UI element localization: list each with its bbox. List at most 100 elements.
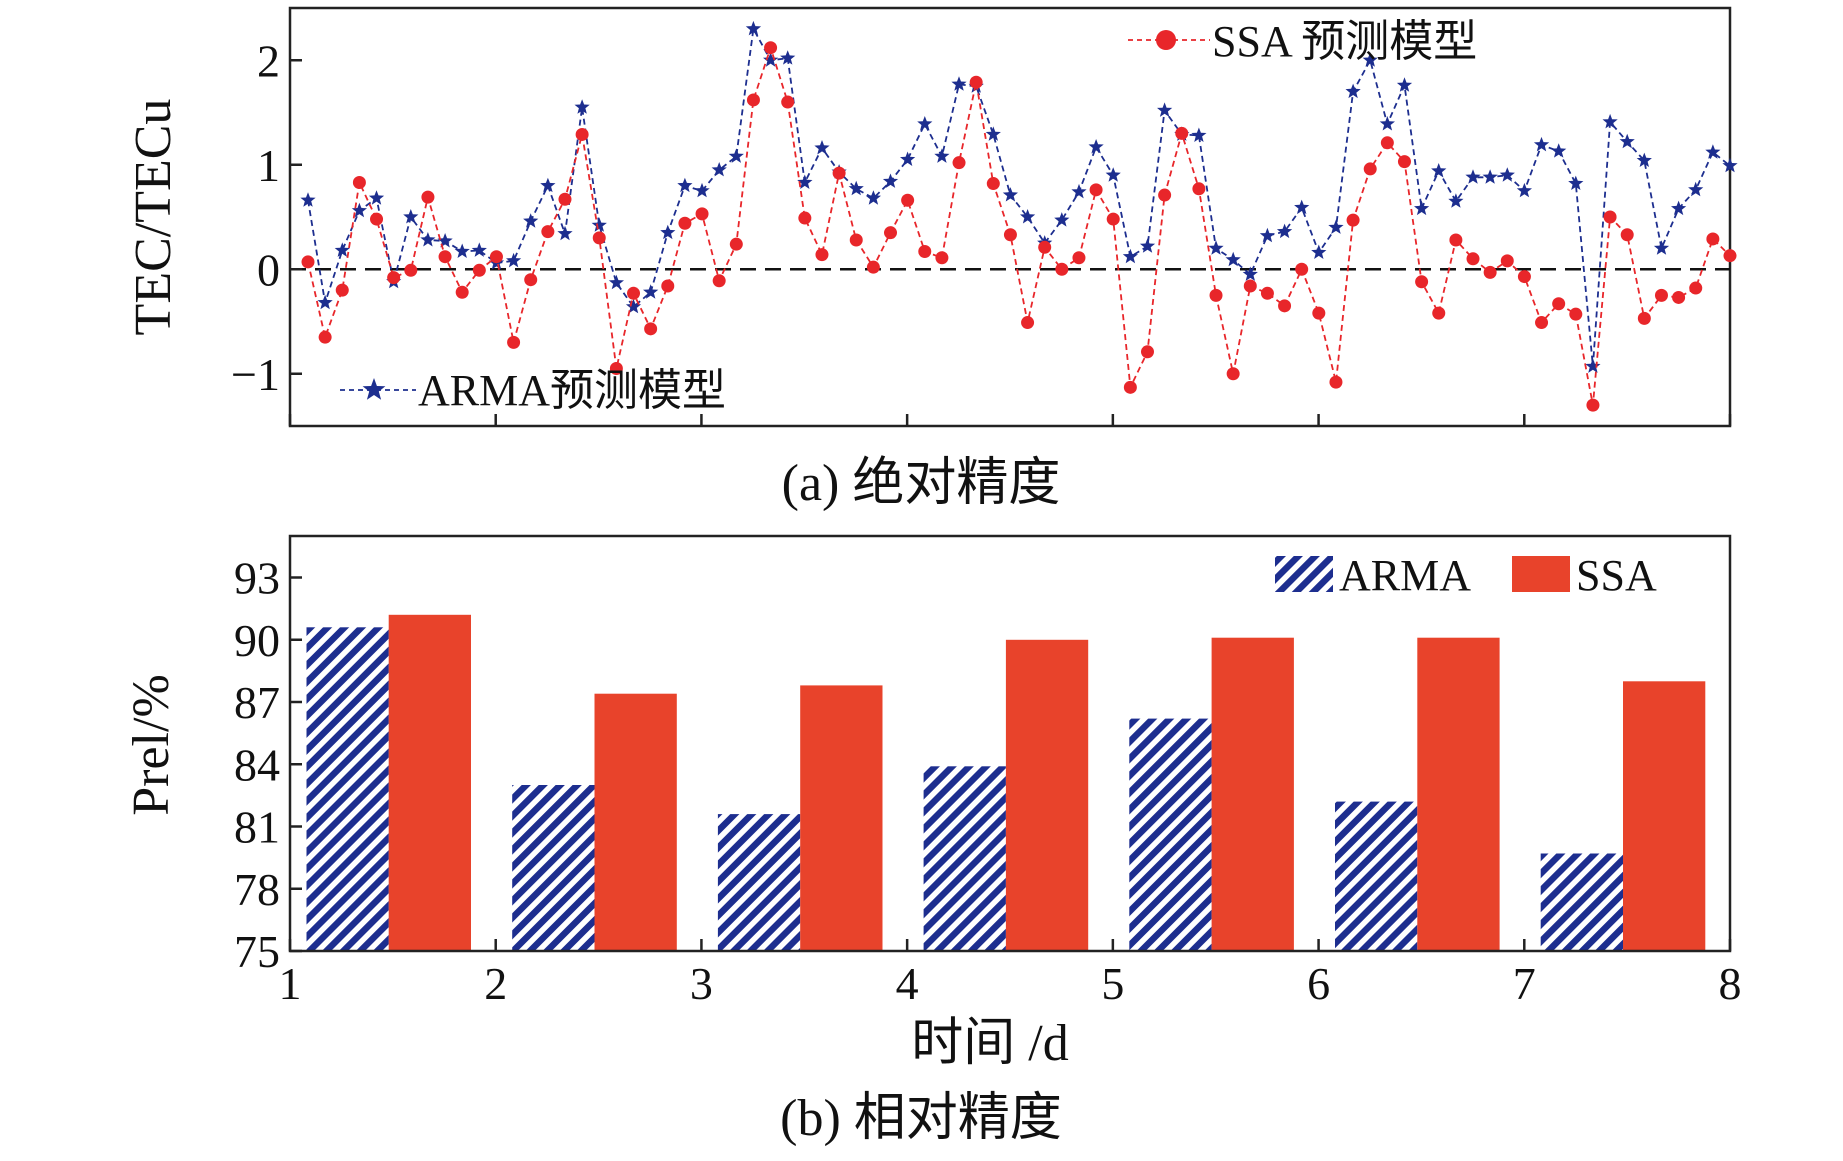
panel-b-x-tick-label: 4 bbox=[896, 958, 919, 1009]
arma-point bbox=[1362, 52, 1378, 67]
arma-point bbox=[420, 232, 436, 247]
arma-point bbox=[1653, 240, 1670, 255]
ssa-point bbox=[969, 75, 983, 89]
arma-point bbox=[1020, 209, 1036, 224]
legend-ssa-line-label: SSA 预测模型 bbox=[1212, 17, 1477, 66]
legend-ssa-marker bbox=[1156, 30, 1176, 50]
arma-point bbox=[951, 76, 967, 91]
ssa-point bbox=[678, 216, 692, 230]
ssa-point bbox=[712, 274, 726, 288]
ssa-point bbox=[541, 225, 555, 239]
arma-point bbox=[1551, 143, 1567, 158]
ssa-point bbox=[764, 41, 778, 55]
arma-point bbox=[1482, 169, 1498, 184]
panel-b-frame bbox=[288, 534, 1732, 953]
ssa-point bbox=[849, 233, 863, 247]
panel-a-y-tick-label: 0 bbox=[257, 244, 280, 295]
panel-a-y-tick-label: −1 bbox=[231, 349, 280, 400]
ssa-point bbox=[1123, 380, 1137, 394]
panel-a-ticks: 2 1 0 −1 bbox=[231, 35, 1732, 426]
ssa-point bbox=[1397, 155, 1411, 169]
panel-b-x-tick-label: 6 bbox=[1307, 958, 1330, 1009]
arma-point bbox=[608, 274, 624, 290]
arma-point bbox=[848, 180, 864, 196]
legend-arma-line: ARMA预测模型 bbox=[340, 366, 726, 415]
ssa-point bbox=[1620, 228, 1634, 242]
arma-point bbox=[1465, 169, 1481, 184]
ssa-point bbox=[746, 93, 760, 107]
ssa-point bbox=[1346, 213, 1360, 227]
ssa-point bbox=[832, 166, 846, 180]
arma-point bbox=[1568, 175, 1584, 190]
ssa-point bbox=[901, 193, 915, 207]
arma-point bbox=[1431, 163, 1447, 178]
arma-point bbox=[865, 190, 881, 205]
arma-point bbox=[1516, 182, 1532, 198]
panel-b-y-tick-label: 84 bbox=[234, 739, 280, 790]
ssa-point bbox=[1021, 316, 1035, 330]
legend-ssa-solid-swatch bbox=[1512, 556, 1570, 592]
legend-arma-hatch-swatch bbox=[1275, 556, 1333, 592]
arma-point bbox=[1585, 358, 1601, 373]
ssa-point bbox=[729, 237, 743, 251]
arma-point bbox=[1328, 219, 1344, 234]
arma-bar bbox=[1335, 801, 1418, 951]
ssa-point bbox=[884, 226, 898, 240]
arma-point bbox=[317, 294, 333, 310]
arma-point bbox=[1345, 83, 1361, 99]
arma-point bbox=[1105, 167, 1121, 182]
arma-bar bbox=[306, 627, 389, 951]
ssa-point bbox=[301, 255, 315, 269]
ssa-point bbox=[1003, 228, 1017, 242]
ssa-point bbox=[1089, 183, 1103, 197]
ssa-line bbox=[307, 44, 1731, 406]
arma-point bbox=[1071, 183, 1087, 199]
arma-point bbox=[334, 242, 350, 257]
panel-b-y-tick-label: 81 bbox=[234, 802, 280, 853]
arma-point bbox=[985, 126, 1001, 141]
panel-b-x-axis-label: 时间 /d bbox=[911, 1015, 1068, 1072]
ssa-point bbox=[1535, 316, 1549, 330]
arma-point bbox=[300, 192, 316, 207]
ssa-point bbox=[387, 271, 401, 285]
arma-point bbox=[1259, 227, 1275, 243]
arma-point bbox=[677, 177, 693, 193]
ssa-point bbox=[1586, 398, 1600, 412]
arma-point bbox=[1379, 116, 1395, 131]
ssa-point bbox=[935, 251, 949, 265]
ssa-bar bbox=[1211, 637, 1294, 951]
legend-arma-star-marker bbox=[362, 378, 386, 400]
ssa-point bbox=[455, 285, 469, 299]
arma-point bbox=[1722, 157, 1738, 173]
arma-point bbox=[882, 173, 899, 188]
ssa-point bbox=[1672, 290, 1686, 304]
ssa-point bbox=[1106, 212, 1120, 226]
arma-point bbox=[454, 243, 470, 258]
arma-point bbox=[540, 177, 556, 193]
panel-b-x-tick-label: 3 bbox=[690, 958, 713, 1009]
panel-b-x-tick-label: 7 bbox=[1513, 958, 1536, 1009]
ssa-point bbox=[918, 244, 932, 258]
ssa-point bbox=[1226, 367, 1240, 381]
ssa-point bbox=[952, 156, 966, 170]
arma-point bbox=[591, 217, 607, 232]
panel-b-x-tick-label: 5 bbox=[1101, 958, 1124, 1009]
arma-point bbox=[1294, 199, 1310, 215]
arma-point bbox=[1396, 77, 1413, 92]
arma-point bbox=[711, 162, 727, 177]
ssa-bar bbox=[388, 614, 471, 951]
ssa-point bbox=[335, 283, 349, 297]
arma-point bbox=[1122, 248, 1138, 264]
panel-b-y-tick-label: 75 bbox=[234, 926, 280, 977]
ssa-point bbox=[1654, 288, 1668, 302]
ssa-point bbox=[1449, 233, 1463, 247]
panel-a-y-tick-label: 1 bbox=[257, 140, 280, 191]
arma-bar bbox=[512, 785, 595, 951]
ssa-point bbox=[507, 335, 521, 349]
ssa-point bbox=[1552, 297, 1566, 311]
arma-point bbox=[1208, 240, 1224, 255]
arma-point bbox=[351, 202, 367, 218]
ssa-point bbox=[781, 95, 795, 109]
ssa-point bbox=[1072, 251, 1086, 265]
panel-a-caption: (a) 绝对精度 bbox=[782, 455, 1061, 512]
